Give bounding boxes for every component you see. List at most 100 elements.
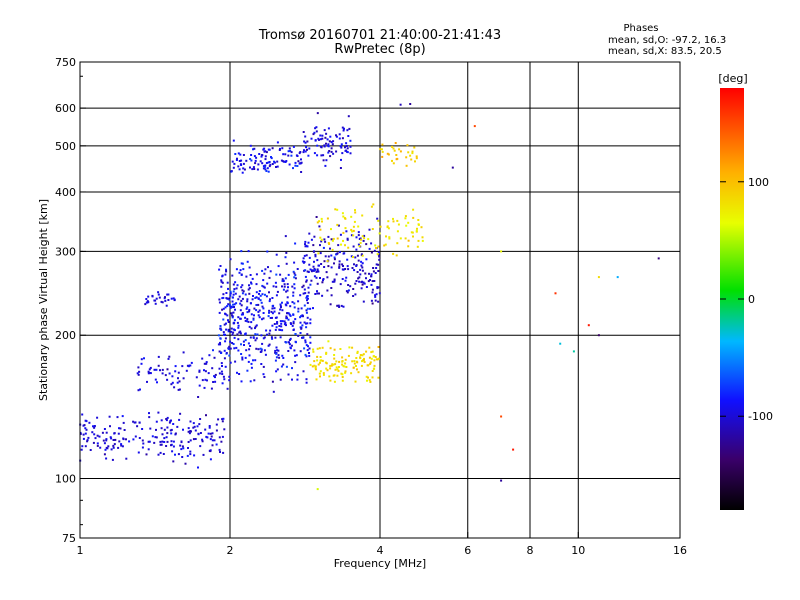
data-point	[372, 367, 375, 370]
data-point	[338, 263, 341, 266]
data-point	[226, 314, 229, 317]
data-point	[333, 256, 336, 259]
data-point	[222, 417, 225, 420]
data-point	[245, 275, 248, 278]
data-point	[252, 318, 255, 321]
data-point	[198, 384, 201, 387]
data-point	[353, 263, 355, 266]
data-point	[163, 437, 166, 440]
data-point	[338, 360, 341, 363]
data-point	[187, 430, 190, 433]
data-point	[241, 292, 244, 295]
y-tick-label: 300	[55, 245, 76, 258]
data-point	[616, 276, 619, 279]
data-point	[377, 376, 380, 379]
y-tick-label: 100	[55, 473, 76, 486]
data-point	[274, 316, 277, 319]
data-point	[388, 236, 391, 239]
data-point	[232, 303, 235, 306]
data-point	[156, 381, 158, 384]
data-point	[219, 341, 221, 344]
data-point	[170, 444, 172, 447]
data-point	[212, 381, 215, 383]
data-point	[259, 351, 262, 353]
data-point	[316, 290, 318, 293]
data-point	[421, 236, 424, 239]
data-point	[338, 265, 341, 268]
data-point	[170, 297, 173, 300]
data-point	[208, 425, 211, 427]
data-point	[296, 378, 299, 381]
data-point	[325, 132, 328, 135]
data-point	[250, 282, 253, 285]
data-point	[262, 279, 265, 282]
data-point	[201, 440, 204, 443]
data-point	[326, 260, 329, 263]
data-point	[299, 294, 302, 297]
data-point	[250, 159, 253, 162]
data-point	[365, 258, 368, 261]
data-point	[297, 307, 300, 310]
data-point	[240, 286, 243, 289]
data-point	[297, 310, 300, 313]
data-point	[141, 446, 144, 449]
data-point	[267, 266, 269, 269]
data-point	[358, 276, 361, 279]
data-point	[165, 304, 168, 307]
data-point	[375, 247, 377, 249]
data-point	[147, 301, 150, 304]
data-point	[93, 433, 96, 436]
data-point	[196, 425, 199, 428]
data-point	[177, 388, 180, 391]
data-point	[194, 438, 197, 440]
data-point	[559, 342, 562, 345]
data-point	[215, 423, 218, 426]
data-point	[230, 327, 233, 330]
data-point	[322, 279, 324, 282]
data-point	[242, 268, 245, 271]
data-point	[304, 275, 307, 278]
phases-heading: Phases	[623, 23, 658, 34]
data-point	[313, 235, 316, 238]
colorbar-label: [deg]	[718, 72, 747, 85]
data-point	[104, 448, 107, 451]
data-point	[172, 445, 175, 448]
data-point	[276, 322, 278, 325]
data-point	[172, 440, 175, 443]
data-point	[358, 245, 361, 248]
data-point	[304, 135, 307, 138]
data-point	[302, 315, 304, 318]
data-point	[221, 420, 224, 423]
data-point	[241, 284, 244, 287]
data-point	[399, 237, 402, 240]
data-point	[473, 125, 476, 128]
data-point	[230, 330, 233, 333]
data-point	[381, 150, 384, 153]
data-point	[180, 441, 183, 444]
data-point	[328, 243, 331, 245]
data-point	[218, 367, 221, 370]
data-point	[293, 302, 296, 305]
data-point	[340, 158, 342, 161]
data-point	[282, 160, 285, 163]
data-point	[229, 292, 232, 295]
data-point	[198, 369, 201, 372]
data-point	[397, 223, 400, 226]
data-point	[314, 139, 317, 142]
data-point	[308, 352, 310, 354]
data-point	[93, 425, 96, 428]
data-point	[223, 378, 226, 381]
data-point	[306, 349, 309, 352]
data-point	[96, 444, 99, 447]
data-point	[304, 353, 307, 356]
data-point	[272, 390, 275, 393]
data-point	[276, 349, 279, 352]
data-point	[166, 432, 169, 435]
data-point	[254, 339, 257, 342]
data-point	[93, 426, 96, 429]
data-point	[141, 439, 144, 442]
data-point	[217, 343, 220, 346]
data-point	[257, 314, 260, 317]
data-point	[254, 333, 257, 336]
data-point	[292, 167, 294, 170]
